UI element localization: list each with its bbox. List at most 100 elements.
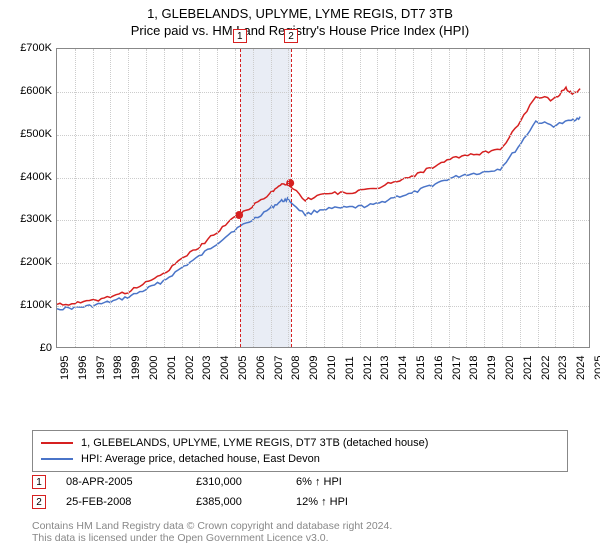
xtick-label: 1995 (59, 356, 71, 380)
legend-label: HPI: Average price, detached house, East… (81, 453, 320, 465)
legend-item: 1, GLEBELANDS, UPLYME, LYME REGIS, DT7 3… (41, 435, 559, 451)
chart-wrapper: 12 £0£100K£200K£300K£400K£500K£600K£700K… (8, 48, 592, 388)
gridline-h (57, 135, 589, 136)
gridline-v (360, 49, 361, 347)
gridline-v (306, 49, 307, 347)
footer-line: This data is licensed under the Open Gov… (32, 532, 568, 544)
ytick-label: £100K (8, 299, 52, 311)
xtick-label: 2015 (415, 356, 427, 380)
gridline-v (93, 49, 94, 347)
xtick-label: 2005 (237, 356, 249, 380)
ytick-label: £0 (8, 342, 52, 354)
ytick-label: £300K (8, 213, 52, 225)
gridline-v (395, 49, 396, 347)
gridline-v (199, 49, 200, 347)
legend-swatch (41, 458, 73, 460)
legend-swatch (41, 442, 73, 444)
gridline-h (57, 220, 589, 221)
xtick-label: 2009 (308, 356, 320, 380)
sale-index-box: 1 (32, 475, 46, 489)
marker-index-box: 1 (233, 29, 247, 43)
gridline-v (110, 49, 111, 347)
sale-price: £385,000 (196, 496, 276, 508)
xtick-label: 2001 (166, 356, 178, 380)
gridline-v (235, 49, 236, 347)
xtick-label: 2014 (397, 356, 409, 380)
ytick-label: £200K (8, 256, 52, 268)
xtick-label: 2003 (201, 356, 213, 380)
gridline-v (413, 49, 414, 347)
sale-diff: 6% ↑ HPI (296, 476, 356, 488)
footer-line: Contains HM Land Registry data © Crown c… (32, 520, 568, 532)
gridline-v (520, 49, 521, 347)
gridline-h (57, 92, 589, 93)
gridline-v (342, 49, 343, 347)
sale-date: 08-APR-2005 (66, 476, 176, 488)
title-sub: Price paid vs. HM Land Registry's House … (0, 23, 600, 38)
xtick-label: 2007 (273, 356, 285, 380)
sales-table: 1 08-APR-2005 £310,000 6% ↑ HPI 2 25-FEB… (32, 472, 568, 512)
legend-label: 1, GLEBELANDS, UPLYME, LYME REGIS, DT7 3… (81, 437, 428, 449)
xtick-label: 2019 (486, 356, 498, 380)
plot-area: 12 (56, 48, 590, 348)
sale-price: £310,000 (196, 476, 276, 488)
gridline-v (164, 49, 165, 347)
sale-row: 1 08-APR-2005 £310,000 6% ↑ HPI (32, 472, 568, 492)
gridline-v (449, 49, 450, 347)
gridline-h (57, 306, 589, 307)
marker-index-box: 2 (284, 29, 298, 43)
xtick-label: 1998 (112, 356, 124, 380)
gridline-v (466, 49, 467, 347)
xtick-label: 2017 (451, 356, 463, 380)
ytick-label: £400K (8, 171, 52, 183)
xtick-label: 2025 (593, 356, 600, 380)
gridline-v (182, 49, 183, 347)
gridline-v (288, 49, 289, 347)
gridline-v (484, 49, 485, 347)
gridline-v (324, 49, 325, 347)
xtick-label: 2016 (433, 356, 445, 380)
ytick-label: £500K (8, 128, 52, 140)
xtick-label: 2000 (148, 356, 160, 380)
xtick-label: 2021 (522, 356, 534, 380)
xtick-label: 1997 (95, 356, 107, 380)
gridline-v (502, 49, 503, 347)
xtick-label: 2023 (557, 356, 569, 380)
legend: 1, GLEBELANDS, UPLYME, LYME REGIS, DT7 3… (32, 430, 568, 472)
xtick-label: 2018 (468, 356, 480, 380)
xtick-label: 2012 (362, 356, 374, 380)
ytick-label: £600K (8, 85, 52, 97)
gridline-v (431, 49, 432, 347)
sale-index-box: 2 (32, 495, 46, 509)
xtick-label: 2002 (184, 356, 196, 380)
gridline-v (146, 49, 147, 347)
xtick-label: 2006 (255, 356, 267, 380)
xtick-label: 2010 (326, 356, 338, 380)
xtick-label: 2020 (504, 356, 516, 380)
xtick-label: 2011 (344, 356, 356, 380)
gridline-v (538, 49, 539, 347)
footer-attribution: Contains HM Land Registry data © Crown c… (32, 520, 568, 544)
legend-item: HPI: Average price, detached house, East… (41, 451, 559, 467)
sale-row: 2 25-FEB-2008 £385,000 12% ↑ HPI (32, 492, 568, 512)
gridline-v (217, 49, 218, 347)
gridline-h (57, 263, 589, 264)
marker-dash-line (240, 49, 241, 347)
chart-title-block: 1, GLEBELANDS, UPLYME, LYME REGIS, DT7 3… (0, 0, 600, 40)
gridline-v (555, 49, 556, 347)
sale-date: 25-FEB-2008 (66, 496, 176, 508)
xtick-label: 2004 (219, 356, 231, 380)
gridline-v (377, 49, 378, 347)
sale-diff: 12% ↑ HPI (296, 496, 356, 508)
xtick-label: 2024 (575, 356, 587, 380)
gridline-v (271, 49, 272, 347)
xtick-label: 2008 (290, 356, 302, 380)
chart-svg (57, 49, 589, 347)
gridline-h (57, 178, 589, 179)
xtick-label: 1999 (130, 356, 142, 380)
xtick-label: 2022 (540, 356, 552, 380)
gridline-v (573, 49, 574, 347)
title-main: 1, GLEBELANDS, UPLYME, LYME REGIS, DT7 3… (0, 6, 600, 21)
gridline-v (75, 49, 76, 347)
ytick-label: £700K (8, 42, 52, 54)
